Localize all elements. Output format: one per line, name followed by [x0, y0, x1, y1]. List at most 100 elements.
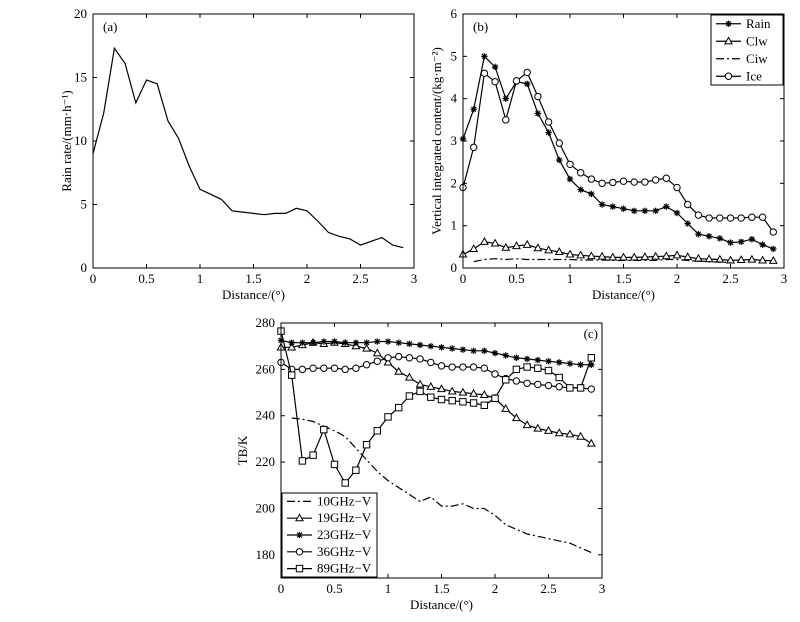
series-line-b-0: [462, 55, 774, 250]
legend-marker: [295, 513, 304, 522]
legend-marker: [724, 72, 733, 80]
data-point-circle: [534, 380, 542, 389]
series-a-0: [92, 46, 404, 249]
y-tick-label: 220: [256, 454, 276, 469]
data-point-circle: [512, 377, 521, 385]
y-tick-label: 280: [256, 315, 276, 330]
data-point-triangle: [672, 250, 682, 259]
data-point-square: [320, 425, 328, 434]
data-point-triangle: [726, 255, 735, 264]
legend-label: 10GHz−V: [317, 493, 372, 508]
data-point-triangle: [362, 343, 372, 352]
data-point-triangle: [565, 249, 575, 258]
data-point-square: [309, 451, 317, 459]
data-point-circle: [587, 175, 596, 183]
y-axis-label: Vertical integrated content/(kg·m⁻²): [429, 47, 444, 235]
data-point-star: [406, 340, 413, 348]
chart-panel-a: 0 0.5 1 1.5 2 2.5 3 0 5 10 15 20 Distance/(°) Rain ra…: [59, 6, 417, 302]
series-line-c-0: [291, 417, 592, 554]
data-point-star: [598, 201, 606, 208]
data-point-star: [631, 207, 638, 215]
data-point-triangle: [651, 251, 661, 260]
data-point-circle: [641, 178, 649, 186]
series-line-c-4: [280, 330, 592, 485]
data-point-triangle: [458, 387, 468, 396]
y-tick-label: 260: [256, 361, 276, 376]
data-point-circle: [395, 352, 403, 361]
data-point-star: [309, 339, 317, 346]
legend-marker: [725, 20, 732, 27]
x-tick-label: 0: [278, 581, 285, 596]
x-tick-label: 2: [674, 271, 681, 286]
data-point-circle: [609, 178, 617, 187]
data-point-triangle: [683, 252, 693, 261]
data-point-circle: [737, 214, 745, 222]
data-point-square: [405, 392, 414, 400]
data-point-square: [352, 466, 360, 474]
panel-label: (a): [103, 19, 117, 34]
legend-label: 36GHz−V: [317, 544, 372, 559]
x-tick-label: 2.5: [722, 271, 738, 286]
data-point-square: [459, 398, 467, 406]
data-point-square: [576, 384, 585, 392]
data-point-circle: [427, 358, 435, 367]
data-point-circle: [748, 213, 756, 221]
data-point-circle: [555, 139, 563, 147]
data-point-square: [373, 427, 382, 435]
legend-label: Ice: [746, 68, 762, 83]
data-point-triangle: [479, 390, 489, 398]
data-point-star: [449, 345, 456, 352]
series-line-b-2: [473, 258, 731, 264]
series-c-4: [277, 327, 595, 487]
legend-label: 19GHz−V: [317, 510, 372, 525]
data-point-circle: [459, 363, 467, 371]
data-point-circle: [491, 78, 499, 86]
data-point-circle: [480, 364, 488, 372]
data-point-star: [663, 203, 670, 210]
data-point-circle: [416, 355, 424, 363]
series-c-3: [277, 352, 595, 393]
data-point-triangle: [447, 386, 457, 395]
data-point-square: [341, 479, 349, 487]
data-point-circle: [512, 77, 521, 85]
data-point-square: [480, 401, 489, 409]
y-tick-label: 0: [81, 260, 88, 275]
data-point-triangle: [437, 384, 446, 393]
legend-label: 89GHz−V: [317, 561, 372, 576]
data-point-star: [759, 241, 766, 248]
data-point-star: [470, 347, 477, 355]
legend-marker: [296, 531, 303, 539]
data-point-circle: [544, 118, 553, 126]
data-point-circle: [651, 176, 660, 184]
data-point-circle: [694, 211, 703, 219]
data-point-triangle: [479, 236, 489, 245]
data-point-star: [299, 339, 306, 346]
series-c-1: [276, 337, 596, 447]
data-point-triangle: [501, 403, 511, 412]
data-point-triangle: [661, 251, 671, 260]
legend-marker: [295, 548, 304, 556]
data-point-square: [587, 354, 595, 362]
data-point-star: [491, 349, 499, 357]
data-point-star: [770, 245, 777, 253]
data-point-circle: [384, 354, 392, 362]
data-point-triangle: [768, 255, 778, 264]
x-tick-label: 1: [385, 581, 392, 596]
x-axis-label: Distance/(°): [592, 287, 655, 302]
data-point-circle: [502, 116, 510, 124]
x-tick-label: 0.5: [326, 581, 342, 596]
data-point-circle: [534, 92, 542, 101]
data-point-star: [738, 238, 745, 245]
y-tick-label: 5: [451, 48, 458, 63]
data-point-star: [748, 236, 756, 243]
data-point-circle: [619, 177, 628, 185]
y-tick-label: 6: [451, 6, 458, 21]
data-point-star: [566, 360, 574, 367]
x-tick-label: 2: [304, 271, 311, 286]
data-point-triangle: [490, 238, 500, 247]
legend-label: 23GHz−V: [317, 527, 372, 542]
data-point-triangle: [501, 242, 511, 251]
data-point-star: [502, 95, 509, 102]
data-point-star: [673, 209, 681, 217]
data-point-star: [577, 186, 584, 193]
